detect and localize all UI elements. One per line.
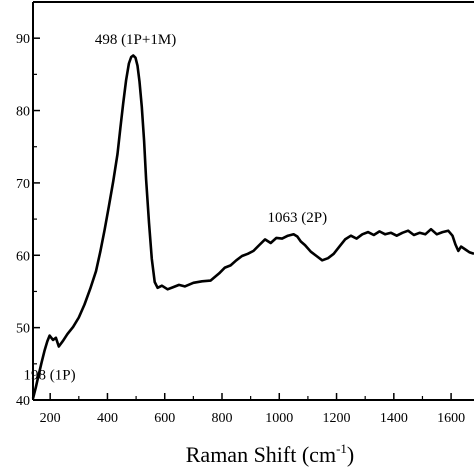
peak-annotation: 498 (1P+1M) [95, 32, 176, 48]
x-tick-label: 1400 [380, 411, 408, 426]
series-line [31, 54, 474, 399]
y-tick-label: 50 [16, 322, 30, 337]
y-tick-label: 60 [16, 249, 30, 264]
plot-area: 498 (1P+1M) 1063 (2P) 198 (1P) [24, 1, 474, 401]
x-axis-label-main: Raman Shift (cm [186, 442, 336, 467]
x-tick-label: 1600 [437, 411, 465, 426]
axis-ticks: 40 50 60 70 80 90 200 400 600 800 1000 1200 1400 1600 [16, 1, 465, 426]
x-tick-label: 600 [154, 411, 175, 426]
peak-annotation: 1063 (2P) [268, 210, 328, 226]
y-tick-label: 90 [16, 32, 30, 47]
x-axis-label-superscript: -1 [336, 441, 347, 456]
x-tick-label: 200 [40, 411, 61, 426]
x-tick-label: 800 [212, 411, 233, 426]
peak-annotation: 198 (1P) [24, 368, 76, 384]
x-tick-label: 1000 [265, 411, 293, 426]
x-axis-label: Raman Shift (cm-1) [186, 441, 354, 467]
x-tick-label: 1200 [323, 411, 351, 426]
x-axis-label-close: ) [347, 442, 354, 467]
y-tick-label: 40 [16, 394, 30, 409]
y-tick-label: 80 [16, 105, 30, 120]
x-tick-label: 400 [97, 411, 118, 426]
y-tick-label: 70 [16, 177, 30, 192]
